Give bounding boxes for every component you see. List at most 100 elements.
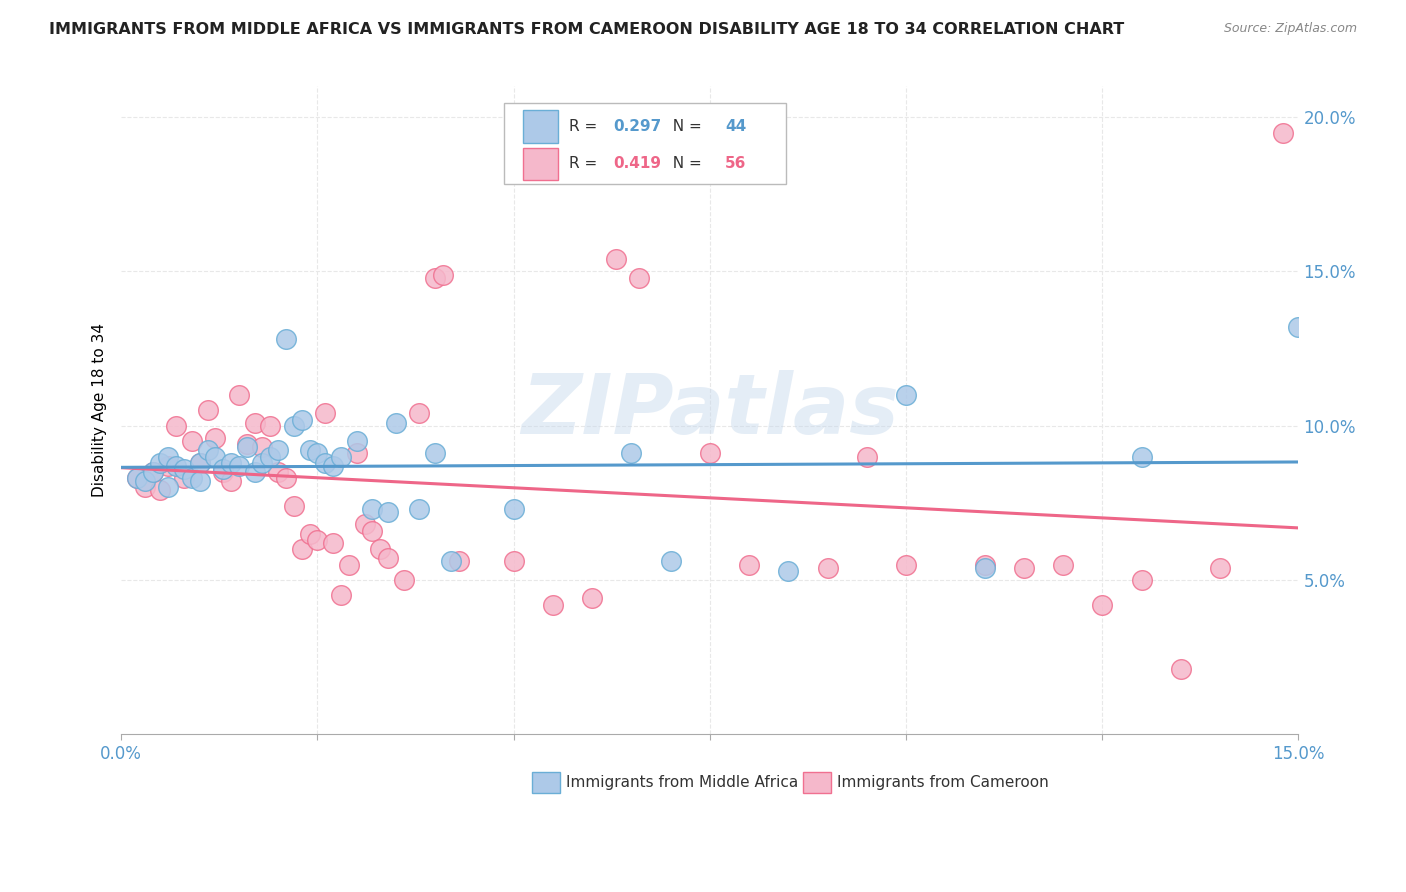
Point: [330, 450, 353, 464]
Point: [322, 536, 344, 550]
Point: [330, 588, 353, 602]
Point: [408, 406, 430, 420]
Point: [157, 480, 180, 494]
Point: [1170, 662, 1192, 676]
Point: [432, 268, 454, 282]
Point: [212, 465, 235, 479]
FancyBboxPatch shape: [803, 772, 831, 793]
Text: N =: N =: [662, 120, 706, 134]
Point: [1052, 558, 1074, 572]
Point: [236, 437, 259, 451]
Point: [1012, 560, 1035, 574]
Point: [219, 475, 242, 489]
Point: [149, 483, 172, 498]
Text: 56: 56: [725, 156, 747, 171]
FancyBboxPatch shape: [531, 772, 561, 793]
Point: [314, 406, 336, 420]
Point: [283, 499, 305, 513]
Point: [149, 456, 172, 470]
Y-axis label: Disability Age 18 to 34: Disability Age 18 to 34: [93, 323, 107, 497]
Point: [605, 252, 627, 266]
Point: [180, 471, 202, 485]
Point: [252, 456, 274, 470]
Point: [173, 471, 195, 485]
Text: ZIPatlas: ZIPatlas: [520, 370, 898, 450]
Point: [298, 526, 321, 541]
Point: [385, 416, 408, 430]
Point: [322, 458, 344, 473]
Point: [165, 418, 187, 433]
Point: [307, 533, 329, 547]
Point: [188, 475, 211, 489]
Text: 44: 44: [725, 120, 747, 134]
Point: [973, 558, 995, 572]
Point: [142, 465, 165, 479]
Point: [219, 456, 242, 470]
Point: [298, 443, 321, 458]
Point: [408, 502, 430, 516]
Point: [738, 558, 761, 572]
Point: [541, 598, 564, 612]
Point: [243, 465, 266, 479]
Point: [267, 443, 290, 458]
Point: [204, 450, 226, 464]
Point: [212, 462, 235, 476]
Point: [699, 446, 721, 460]
Point: [973, 560, 995, 574]
Point: [361, 524, 384, 538]
Point: [180, 434, 202, 449]
Point: [125, 471, 148, 485]
Point: [157, 458, 180, 473]
Point: [274, 471, 297, 485]
Point: [368, 542, 391, 557]
Point: [314, 456, 336, 470]
Point: [620, 446, 643, 460]
Text: R =: R =: [568, 156, 602, 171]
Text: R =: R =: [568, 120, 602, 134]
Point: [197, 443, 219, 458]
Point: [197, 403, 219, 417]
Text: 0.297: 0.297: [613, 120, 662, 134]
Point: [447, 554, 470, 568]
Text: IMMIGRANTS FROM MIDDLE AFRICA VS IMMIGRANTS FROM CAMEROON DISABILITY AGE 18 TO 3: IMMIGRANTS FROM MIDDLE AFRICA VS IMMIGRA…: [49, 22, 1125, 37]
Point: [283, 418, 305, 433]
Point: [377, 551, 399, 566]
Point: [291, 412, 314, 426]
Point: [157, 450, 180, 464]
Point: [259, 418, 281, 433]
Point: [346, 434, 368, 449]
Point: [1130, 450, 1153, 464]
Text: Immigrants from Middle Africa: Immigrants from Middle Africa: [567, 775, 799, 790]
Point: [173, 462, 195, 476]
Point: [236, 440, 259, 454]
Point: [1271, 126, 1294, 140]
Point: [134, 480, 156, 494]
Point: [243, 416, 266, 430]
Point: [361, 502, 384, 516]
Point: [307, 446, 329, 460]
Point: [252, 440, 274, 454]
Point: [259, 450, 281, 464]
Point: [228, 388, 250, 402]
Point: [392, 573, 415, 587]
Point: [1288, 320, 1310, 334]
Point: [894, 558, 917, 572]
Point: [778, 564, 800, 578]
Point: [142, 465, 165, 479]
FancyBboxPatch shape: [523, 111, 558, 143]
Point: [856, 450, 879, 464]
Point: [894, 388, 917, 402]
Point: [346, 446, 368, 460]
Point: [1209, 560, 1232, 574]
Point: [1130, 573, 1153, 587]
Text: Source: ZipAtlas.com: Source: ZipAtlas.com: [1223, 22, 1357, 36]
Point: [440, 554, 463, 568]
Text: 0.419: 0.419: [613, 156, 661, 171]
Text: Immigrants from Cameroon: Immigrants from Cameroon: [837, 775, 1049, 790]
FancyBboxPatch shape: [523, 148, 558, 180]
Point: [425, 446, 447, 460]
Point: [659, 554, 682, 568]
Point: [377, 505, 399, 519]
Point: [502, 502, 524, 516]
Point: [502, 554, 524, 568]
